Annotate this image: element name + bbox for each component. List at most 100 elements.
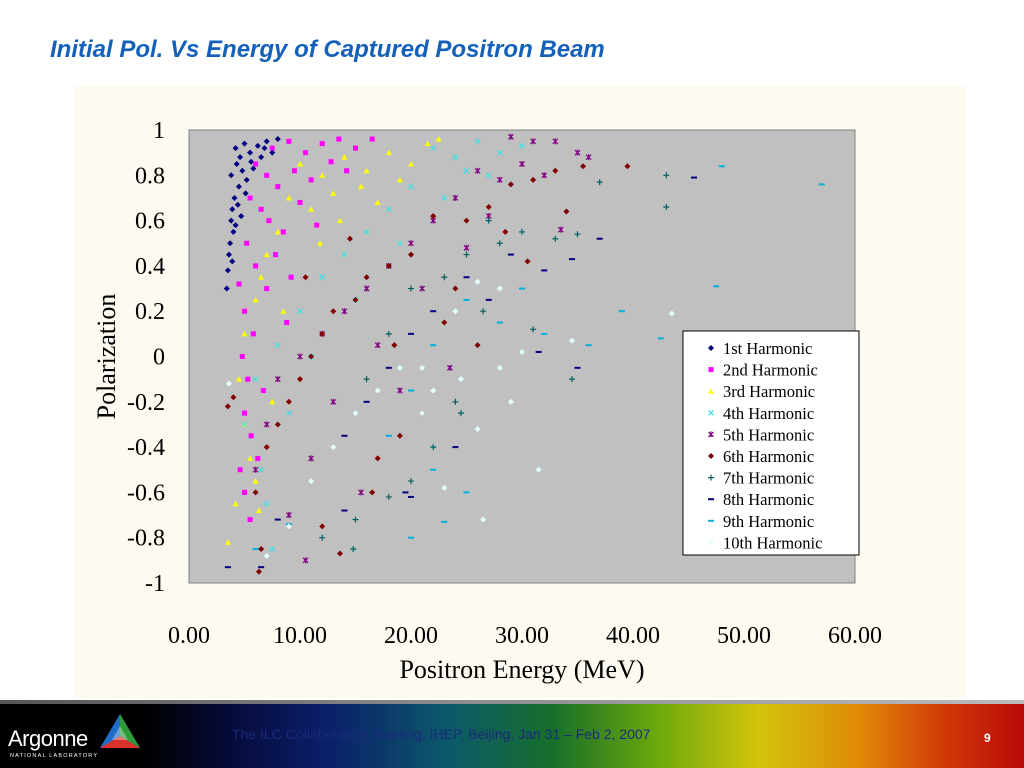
data-point-series-2 bbox=[275, 184, 281, 190]
y-tick-label: 1 bbox=[153, 118, 165, 144]
data-point-series-5 bbox=[496, 176, 503, 183]
data-point-series-6 bbox=[319, 330, 326, 337]
data-point-series-8 bbox=[385, 366, 392, 369]
data-point-series-2 bbox=[237, 467, 243, 473]
data-point-series-5 bbox=[474, 167, 481, 174]
data-point-series-1 bbox=[263, 138, 270, 145]
data-point-series-6 bbox=[452, 285, 459, 292]
data-point-series-2 bbox=[255, 455, 261, 461]
data-point-series-2 bbox=[250, 331, 256, 337]
data-point-series-8 bbox=[691, 176, 698, 179]
data-point-series-6 bbox=[624, 163, 631, 170]
data-point-series-5 bbox=[302, 557, 309, 564]
logo-subtext: NATIONAL LABORATORY bbox=[10, 753, 99, 759]
data-point-series-2 bbox=[288, 274, 294, 280]
data-point-series-3 bbox=[336, 217, 343, 224]
data-point-series-6 bbox=[524, 258, 531, 265]
data-point-series-7 bbox=[663, 204, 670, 211]
data-point-series-6 bbox=[441, 319, 448, 326]
data-point-series-9 bbox=[385, 434, 392, 437]
data-point-series-6 bbox=[308, 353, 315, 360]
data-point-series-3 bbox=[341, 154, 348, 160]
argonne-logo: Argonne NATIONAL LABORATORY bbox=[8, 708, 148, 764]
data-point-series-2 bbox=[253, 161, 259, 167]
data-point-series-8 bbox=[408, 332, 414, 335]
data-point-series-7 bbox=[463, 251, 470, 258]
page-number: 9 bbox=[984, 731, 991, 745]
data-point-series-8 bbox=[402, 491, 409, 494]
data-point-series-8 bbox=[341, 434, 348, 437]
data-point-series-5 bbox=[446, 364, 453, 371]
data-point-series-5 bbox=[541, 172, 548, 179]
data-point-series-10 bbox=[419, 410, 426, 417]
data-point-series-3 bbox=[408, 160, 414, 167]
data-point-series-2 bbox=[284, 320, 290, 326]
data-point-series-6 bbox=[285, 398, 292, 405]
legend-label: 8th Harmonic bbox=[723, 490, 814, 509]
data-point-series-2 bbox=[308, 177, 314, 183]
data-point-series-3 bbox=[269, 398, 276, 405]
data-point-series-1 bbox=[229, 258, 236, 265]
data-point-series-5 bbox=[507, 133, 514, 140]
data-point-series-5 bbox=[519, 160, 525, 167]
data-point-series-5 bbox=[452, 194, 459, 201]
data-point-series-3 bbox=[258, 274, 265, 280]
data-point-series-2 bbox=[280, 229, 286, 235]
data-point-series-6 bbox=[297, 376, 303, 383]
data-point-series-8 bbox=[463, 276, 470, 279]
y-tick-label: -0.6 bbox=[127, 480, 165, 506]
data-point-series-5 bbox=[408, 240, 414, 247]
legend-marker bbox=[708, 409, 714, 416]
legend-marker bbox=[708, 539, 714, 546]
data-point-series-3 bbox=[241, 330, 248, 337]
data-point-series-10 bbox=[519, 348, 525, 355]
data-point-series-4 bbox=[319, 274, 326, 281]
scatter-chart: 1 0.8 0.6 0.4 0.2 0 -0.2 -0.4 -0.6 -0.8 -10.00 10.0… bbox=[92, 118, 882, 684]
footer-bar: Argonne NATIONAL LABORATORY The ILC Coll… bbox=[0, 700, 1024, 768]
data-point-series-2 bbox=[258, 206, 264, 212]
data-point-series-7 bbox=[530, 326, 537, 333]
legend-label: 6th Harmonic bbox=[723, 447, 814, 466]
data-point-series-10 bbox=[507, 398, 514, 405]
x-tick-label: 10.00 bbox=[273, 623, 327, 649]
data-point-series-8 bbox=[274, 518, 281, 521]
y-tick-label: -0.8 bbox=[127, 526, 165, 552]
data-point-series-10 bbox=[474, 278, 481, 285]
data-point-series-8 bbox=[574, 366, 581, 369]
data-point-series-3 bbox=[374, 199, 381, 205]
data-point-series-10 bbox=[496, 285, 503, 292]
data-point-series-4 bbox=[274, 342, 281, 349]
data-point-series-2 bbox=[319, 141, 325, 147]
data-point-series-8 bbox=[485, 298, 492, 301]
data-point-series-2 bbox=[242, 308, 247, 314]
y-tick-label: 0 bbox=[153, 345, 165, 371]
legend-label: 5th Harmonic bbox=[723, 425, 814, 444]
data-point-series-5 bbox=[463, 244, 470, 251]
x-tick-label: 30.00 bbox=[495, 623, 549, 649]
data-point-series-2 bbox=[273, 252, 279, 258]
data-point-series-9 bbox=[713, 285, 720, 288]
data-point-series-2 bbox=[303, 150, 309, 156]
data-point-series-6 bbox=[346, 235, 353, 242]
legend-label: 10th Harmonic bbox=[723, 533, 822, 552]
data-point-series-6 bbox=[255, 568, 262, 575]
data-point-series-4 bbox=[396, 240, 403, 247]
data-point-series-5 bbox=[574, 149, 581, 156]
data-point-series-1 bbox=[258, 154, 265, 161]
legend-marker bbox=[708, 388, 714, 394]
data-point-series-7 bbox=[552, 235, 559, 242]
data-point-series-1 bbox=[243, 176, 250, 183]
data-point-series-2 bbox=[239, 354, 245, 359]
legend-label: 3rd Harmonic bbox=[723, 382, 815, 401]
data-point-series-4 bbox=[258, 466, 265, 473]
data-point-series-1 bbox=[261, 145, 268, 152]
data-point-series-7 bbox=[596, 179, 603, 186]
data-point-series-9 bbox=[408, 536, 414, 539]
data-point-series-10 bbox=[263, 552, 270, 559]
data-point-series-10 bbox=[396, 364, 403, 371]
data-point-series-5 bbox=[330, 398, 337, 405]
data-point-series-6 bbox=[507, 181, 514, 188]
data-point-series-3 bbox=[396, 176, 403, 183]
data-point-series-7 bbox=[496, 240, 503, 247]
data-point-series-2 bbox=[297, 199, 303, 205]
